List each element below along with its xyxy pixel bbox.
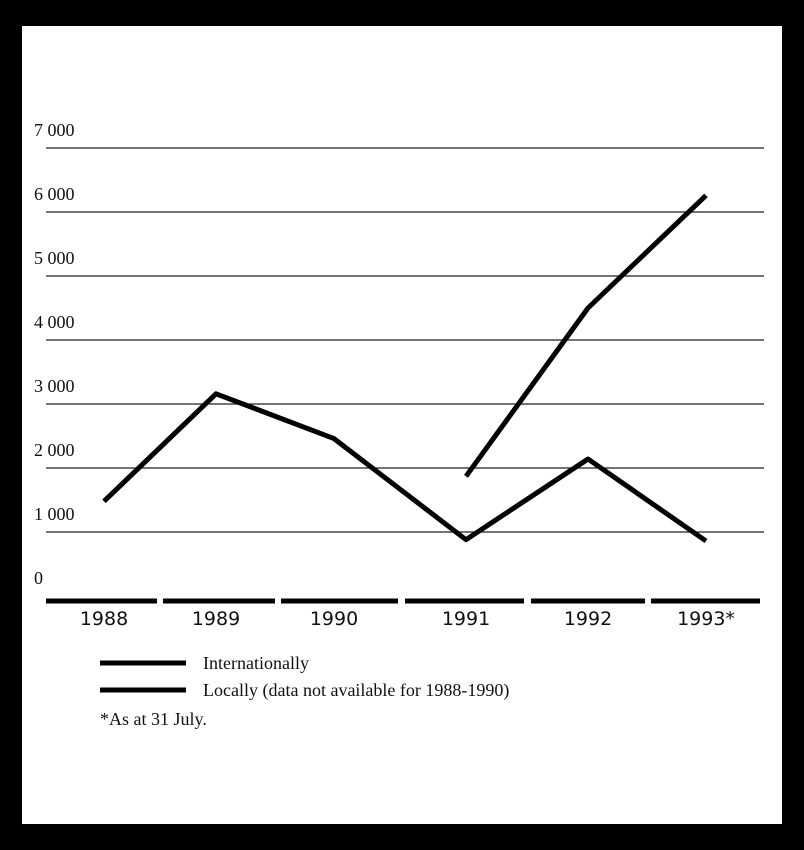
series-line-locally	[463, 193, 708, 478]
series-line-internationally	[102, 391, 708, 544]
y-tick-label: 2 000	[34, 440, 75, 460]
y-tick-label: 0	[34, 568, 43, 588]
x-tick-label: 1991	[442, 608, 490, 630]
x-tick-label: 1988	[80, 608, 128, 630]
y-tick-label: 1 000	[34, 504, 75, 524]
y-tick-label: 4 000	[34, 312, 75, 332]
y-axis: 0 1 000 2 000 3 000 4 000 5 000 6 000 7 000	[34, 120, 75, 588]
y-tick-label: 6 000	[34, 184, 75, 204]
y-tick-label: 7 000	[34, 120, 75, 140]
y-tick-label: 3 000	[34, 376, 75, 396]
legend-label: Locally (data not available for 1988-199…	[203, 680, 509, 701]
x-tick-label: 1989	[192, 608, 240, 630]
legend-label: Internationally	[203, 653, 309, 673]
x-tick-label: 1993*	[677, 608, 735, 630]
y-tick-label: 5 000	[34, 248, 75, 268]
x-tick-labels: 1988 1989 1990 1991 1992 1993*	[80, 608, 735, 630]
x-tick-label: 1992	[564, 608, 612, 630]
legend: Internationally Locally (data not availab…	[100, 653, 509, 701]
gridlines	[46, 147, 764, 533]
series-lines	[102, 193, 708, 544]
x-tick-label: 1990	[310, 608, 358, 630]
footnote: *As at 31 July.	[100, 709, 207, 729]
